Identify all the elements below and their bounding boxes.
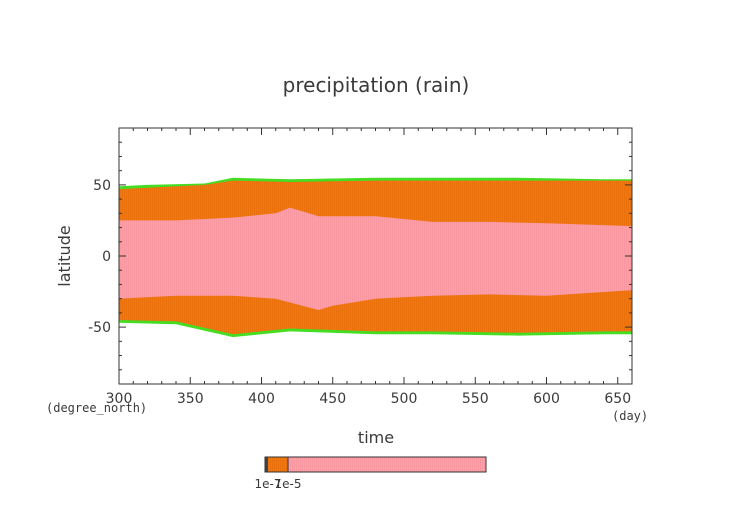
x-tick-label: 450	[319, 391, 346, 407]
colorbar-frame	[264, 456, 487, 473]
x-tick-label: 400	[248, 391, 275, 407]
plot-regions	[119, 177, 632, 338]
colorbar: 1e-71e-5	[255, 456, 487, 491]
colorbar-segment-orange	[268, 457, 288, 472]
y-axis: -50 0 50	[88, 141, 632, 371]
x-tick-label: 300	[106, 391, 133, 407]
colorbar-lowest-segment	[265, 457, 268, 472]
chart-title: precipitation (rain)	[283, 73, 470, 97]
x-tick-label: 600	[533, 391, 560, 407]
y-unit-label: (degree_north)	[46, 401, 147, 415]
x-tick-label: 350	[177, 391, 204, 407]
y-tick-label: 50	[93, 178, 111, 194]
x-tick-label: 550	[462, 391, 489, 407]
y-tick-label: 0	[102, 249, 111, 265]
x-axis-label: time	[358, 428, 394, 447]
x-tick-label: 650	[604, 391, 631, 407]
region-high-rate-core	[119, 207, 632, 310]
y-tick-label: -50	[88, 320, 111, 336]
x-unit-label: (day)	[612, 409, 648, 423]
y-axis-label: latitude	[55, 225, 74, 286]
colorbar-segment-pink	[288, 457, 486, 472]
colorbar-level-label: 1e-7	[255, 477, 282, 491]
colorbar-level-label: 1e-5	[275, 477, 302, 491]
x-axis: 300 350 400 450 500 550 600 650	[106, 128, 633, 407]
x-tick-label: 500	[391, 391, 418, 407]
